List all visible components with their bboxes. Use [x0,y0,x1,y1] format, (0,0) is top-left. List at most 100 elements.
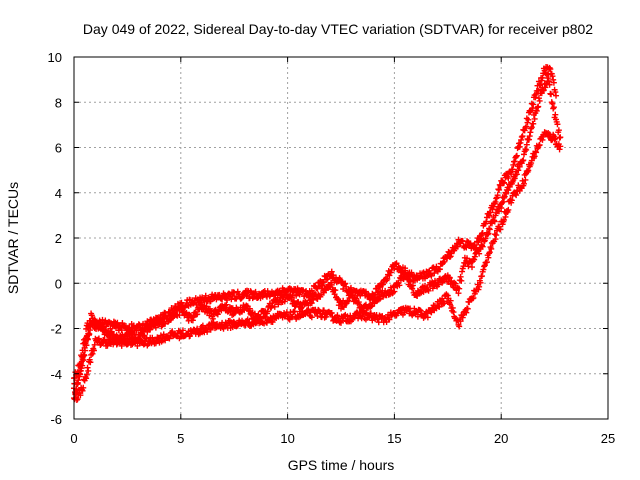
data-point [338,319,344,326]
data-point [446,301,453,308]
data-point [516,163,523,170]
data-point [526,133,533,140]
data-point [424,314,431,321]
data-point [145,323,152,330]
data-point [556,146,563,153]
data-point [545,78,552,85]
data-point [497,226,504,233]
data-point [81,339,88,346]
data-point [487,209,494,216]
data-point [486,249,493,256]
data-point [550,79,557,86]
data-point [483,259,490,266]
x-tick-labels: 0 5 10 15 20 25 [70,431,615,446]
data-point [414,292,421,299]
data-point [522,176,529,183]
data-point [83,371,90,378]
data-point [355,299,362,306]
data-point [491,217,498,224]
data-point [446,274,453,281]
data-point [517,139,524,146]
data-point [89,350,96,357]
data-point [95,335,102,342]
data-point [384,276,391,283]
data-point [536,97,543,104]
data-point [555,127,562,134]
data-point [550,105,557,112]
data-point [387,284,394,291]
data-point [481,263,488,270]
data-point [524,119,531,126]
data-point [505,206,512,213]
data-point [73,396,80,403]
data-point [518,136,525,143]
data-point [513,153,520,160]
data-point [261,313,268,320]
x-tick-label: 10 [280,431,294,446]
data-point [176,306,183,313]
data-point [520,157,527,164]
data-point [532,94,539,101]
data-point [84,364,91,371]
data-point [436,266,443,273]
data-point [268,302,275,309]
data-point [85,367,92,374]
data-point [368,303,375,310]
data-point [479,243,486,250]
data-point [523,146,530,153]
data-point [456,323,463,330]
data-point [417,307,424,314]
data-point [527,129,534,136]
data-point [88,312,95,319]
data-point [500,198,507,205]
data-point [447,297,454,304]
data-point [513,171,520,178]
data-point [444,292,451,299]
data-point [536,141,543,148]
data-point [493,195,500,202]
data-point [457,318,464,325]
series-sdtvar-band-upper- [71,63,560,382]
y-tick-label: 4 [55,186,62,201]
data-point [492,236,499,243]
data-point [447,253,454,260]
data-point [528,124,535,131]
data-point [533,149,540,156]
data-point [518,133,525,140]
data-point [74,369,81,376]
data-point [342,283,349,290]
data-point [520,180,527,187]
data-point [536,82,543,89]
data-point [331,291,338,298]
data-point [552,89,559,96]
data-point [531,153,538,160]
data-point [310,290,317,297]
data-point [126,335,133,342]
data-point [546,81,553,88]
data-point [535,103,542,110]
data-point [391,288,398,295]
data-point [490,203,497,210]
series-sdtvar-band-lower- [71,129,564,403]
data-point [362,288,369,295]
data-point [264,308,271,315]
data-point [496,181,503,188]
data-point [91,341,98,348]
data-point [476,283,483,290]
data-point [538,77,545,84]
data-point [535,87,542,94]
data-point [214,311,221,318]
x-tick-label: 5 [177,431,184,446]
data-point [82,335,89,342]
data-point [465,263,472,270]
data-point [164,315,171,322]
data-point [464,255,471,262]
data-point [494,192,501,199]
data-point [484,231,491,238]
data-point [380,281,387,288]
data-point [454,243,461,250]
data-point [78,353,85,360]
data-point [414,313,421,320]
data-point [435,281,442,288]
